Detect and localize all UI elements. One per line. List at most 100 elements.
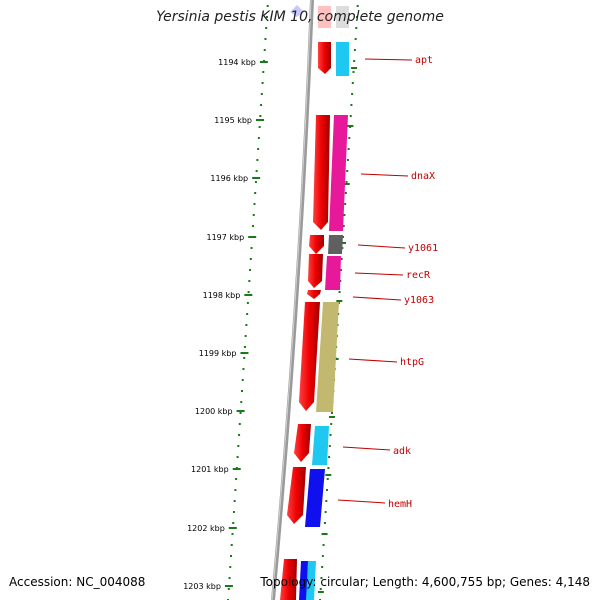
scale-dot	[252, 225, 254, 227]
inner-dot	[347, 148, 350, 150]
gene-label-hemH[interactable]: hemH	[388, 499, 412, 510]
scale-label: 1200 kbp	[195, 407, 233, 416]
accession-text: Accession: NC_004088	[9, 575, 146, 589]
scale-dot	[243, 346, 246, 348]
inner-dot	[324, 511, 327, 513]
top-marker-icon	[290, 5, 304, 17]
scale-dot	[252, 214, 255, 216]
scale-dot	[246, 302, 249, 304]
inner-dot	[330, 423, 333, 425]
scale-dot	[229, 566, 232, 568]
inner-dot	[321, 555, 324, 557]
scale-dot	[237, 445, 240, 447]
scale-dot	[255, 170, 258, 172]
gene-arrow-dnaX[interactable]	[313, 115, 330, 230]
genome-backbone-highlight	[271, 0, 312, 600]
gene-bar-bottom-cyan[interactable]	[306, 561, 316, 600]
inner-dot	[352, 71, 355, 73]
scale-dot	[248, 280, 251, 282]
scale-label: 1203 kbp	[183, 582, 221, 591]
scale-dot	[257, 148, 260, 150]
scale-dot	[249, 269, 252, 271]
gene-function-bars	[299, 42, 349, 600]
gene-arrow-recR[interactable]	[308, 254, 323, 288]
scale-ticks: 1194 kbp 1195 kbp 1196 kbp 1197 kbp 1198 kbp…	[183, 58, 358, 593]
gene-bar-htpG[interactable]	[316, 302, 339, 412]
scale-dot	[244, 335, 247, 337]
leader-line-y1063	[352, 296, 402, 301]
gene-arrow-apt[interactable]	[318, 42, 331, 74]
scale-dot	[254, 192, 257, 194]
inner-dot	[330, 412, 333, 414]
scale-dot	[256, 159, 259, 161]
gene-label-adk[interactable]: adk	[393, 446, 411, 457]
gene-arrow-hemH[interactable]	[287, 467, 306, 524]
gene-bar-recR[interactable]	[325, 256, 341, 290]
inner-dot	[344, 203, 347, 205]
gene-bar-bottom-blue[interactable]	[299, 561, 308, 600]
scale-label: 1194 kbp	[218, 58, 256, 67]
scale-dot	[262, 71, 265, 73]
inner-dot	[351, 93, 354, 95]
scale-dot	[260, 93, 263, 95]
gene-label-apt[interactable]: apt	[415, 55, 433, 66]
scale-dot	[228, 577, 231, 579]
scale-dot	[236, 456, 239, 458]
gene-bar-hemH[interactable]	[305, 469, 325, 527]
gene-strand-arrows	[280, 42, 331, 600]
scale-dot	[265, 27, 268, 29]
inner-dot	[326, 478, 329, 480]
inner-dot	[354, 38, 357, 40]
inner-dot	[349, 115, 352, 117]
genome-backbone	[271, 0, 314, 600]
inner-dot	[326, 489, 329, 491]
scale-dot	[266, 5, 269, 7]
gene-bar-dnaX[interactable]	[329, 115, 348, 231]
scale-dot	[263, 49, 266, 51]
genome-summary-text: Topology: circular; Length: 4,600,755 bp…	[260, 575, 590, 589]
gene-label-y1061[interactable]: y1061	[408, 243, 438, 254]
gene-label-recR[interactable]: recR	[406, 270, 431, 281]
scale-dot	[243, 357, 246, 359]
gene-label-y1063[interactable]: y1063	[404, 295, 434, 306]
scale-dot	[265, 16, 268, 18]
leader-line-adk	[342, 446, 391, 451]
inner-dot	[321, 566, 324, 568]
scale-dot	[253, 203, 256, 205]
inner-dot	[327, 467, 330, 469]
scale-dot	[261, 82, 264, 84]
scale-dot	[264, 38, 267, 40]
gene-label-htpG[interactable]: htpG	[400, 357, 424, 368]
scale-dot	[234, 489, 237, 491]
scale-dot	[242, 368, 245, 370]
inner-dot	[343, 214, 346, 216]
scale-dot	[232, 511, 235, 513]
scale-dot	[241, 379, 244, 381]
inner-dot	[319, 588, 322, 590]
scale-dot	[240, 401, 243, 403]
scale-dot	[254, 181, 257, 183]
inner-dot	[342, 225, 345, 227]
scale-dot	[258, 126, 261, 128]
gene-label-dnaX[interactable]: dnaX	[411, 171, 435, 182]
scale-dot	[231, 533, 234, 535]
scale-dot	[247, 291, 250, 293]
gene-arrow-htpG[interactable]	[299, 302, 320, 411]
inner-dot	[342, 236, 345, 238]
gene-bar-y1061[interactable]	[328, 235, 343, 254]
inner-dot	[346, 159, 349, 161]
gene-arrow-bottom[interactable]	[280, 559, 297, 600]
gene-bar-adk[interactable]	[312, 426, 329, 465]
scale-dot	[260, 104, 263, 106]
gene-bar-apt[interactable]	[336, 42, 349, 76]
scale-dot	[259, 115, 262, 117]
inner-dot	[353, 49, 356, 51]
gene-arrow-y1061[interactable]	[309, 235, 324, 254]
gene-arrow-y1063[interactable]	[307, 290, 321, 299]
scale-dot	[239, 412, 242, 414]
gene-arrow-adk[interactable]	[294, 424, 311, 462]
scale-dot	[238, 434, 241, 436]
scale-dot	[249, 258, 252, 260]
map-title: Yersinia pestis KIM 10, complete genome	[156, 9, 444, 25]
